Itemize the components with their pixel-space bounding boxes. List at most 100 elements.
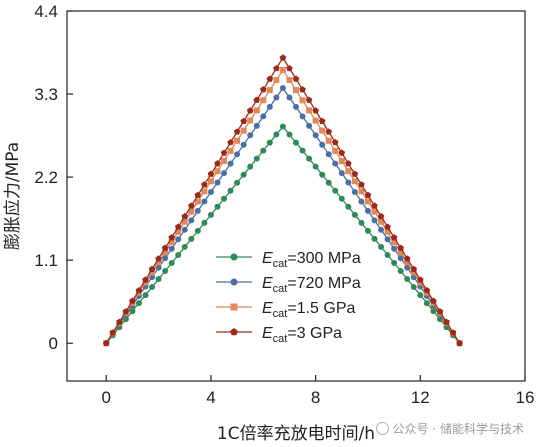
data-point (214, 160, 221, 167)
data-point (129, 308, 136, 315)
data-point (188, 235, 195, 242)
data-point (410, 284, 417, 291)
watermark: 公众号 · 储能科学与技术 (375, 420, 524, 437)
data-point (260, 113, 267, 120)
data-point (319, 141, 326, 148)
data-point (286, 77, 293, 84)
data-point (148, 265, 156, 273)
data-point (175, 236, 182, 243)
data-point (168, 245, 175, 252)
data-point (234, 137, 241, 144)
data-point (194, 191, 202, 199)
data-point (207, 211, 214, 218)
data-point (168, 259, 175, 266)
data-point (142, 292, 149, 299)
x-tick-label: 4 (206, 388, 215, 407)
data-point (230, 253, 238, 261)
data-point (273, 131, 280, 138)
data-point (247, 132, 254, 139)
data-point (227, 147, 234, 154)
data-point (102, 339, 110, 347)
x-tick-label: 12 (411, 388, 430, 407)
data-point (247, 117, 254, 124)
plot-frame (66, 10, 526, 382)
data-point (188, 208, 195, 215)
data-point (430, 297, 437, 304)
data-point (325, 137, 332, 144)
data-point (443, 318, 450, 325)
data-point (253, 155, 260, 162)
data-point (332, 187, 339, 194)
data-point (181, 218, 188, 225)
data-point (436, 308, 444, 315)
data-point (325, 151, 332, 158)
data-point (364, 191, 372, 199)
data-point (161, 244, 169, 251)
data-point (181, 243, 188, 250)
data-point (286, 64, 293, 72)
data-point (391, 239, 398, 246)
watermark-text: 公众号 · 储能科学与技术 (392, 422, 524, 436)
data-point (338, 170, 345, 177)
data-point (292, 75, 300, 82)
data-point (221, 158, 228, 165)
data-point (207, 189, 214, 196)
data-point (306, 155, 313, 162)
data-point (358, 198, 365, 205)
series-4 (102, 54, 463, 347)
data-point (234, 179, 241, 186)
data-point (279, 123, 286, 130)
x-tick-label: 16 (516, 388, 535, 407)
series-1 (103, 123, 463, 347)
data-point (273, 94, 280, 101)
data-point (410, 265, 418, 273)
data-point (135, 286, 143, 294)
data-point (260, 97, 267, 104)
data-point (162, 255, 169, 262)
series-2 (103, 85, 463, 347)
data-point (378, 243, 385, 250)
data-point (116, 318, 123, 325)
data-point (358, 219, 365, 226)
data-point (364, 227, 371, 234)
data-point (456, 339, 463, 347)
data-point (364, 207, 371, 214)
y-tick-label: 1.1 (34, 251, 58, 270)
data-point (377, 212, 385, 220)
data-point (279, 85, 286, 92)
data-point (162, 249, 169, 256)
data-point (318, 117, 326, 125)
data-point (403, 255, 411, 262)
series-layer (102, 54, 463, 347)
data-point (397, 268, 404, 275)
data-point (345, 203, 352, 210)
data-point (338, 149, 346, 156)
data-point (240, 141, 247, 148)
data-point (325, 128, 332, 135)
data-point (378, 226, 385, 233)
data-point (260, 86, 267, 93)
data-point (234, 151, 241, 158)
data-point (358, 188, 365, 195)
data-point (293, 139, 299, 146)
data-point (214, 168, 221, 175)
data-point (155, 276, 162, 283)
y-tick-label: 0 (49, 334, 58, 353)
data-point (214, 179, 221, 186)
data-point (312, 117, 319, 124)
data-point (332, 160, 339, 167)
data-point (286, 131, 293, 138)
data-point (293, 87, 299, 94)
data-point (423, 286, 431, 294)
data-point (174, 223, 182, 230)
data-point (345, 160, 352, 167)
data-point (312, 163, 319, 170)
data-point (207, 170, 215, 177)
data-point (266, 87, 273, 94)
data-point (364, 198, 371, 205)
data-point (122, 308, 130, 315)
series-line (105, 68, 461, 344)
data-point (214, 203, 221, 210)
y-axis-title: 膨胀应力/MPa (3, 142, 23, 250)
